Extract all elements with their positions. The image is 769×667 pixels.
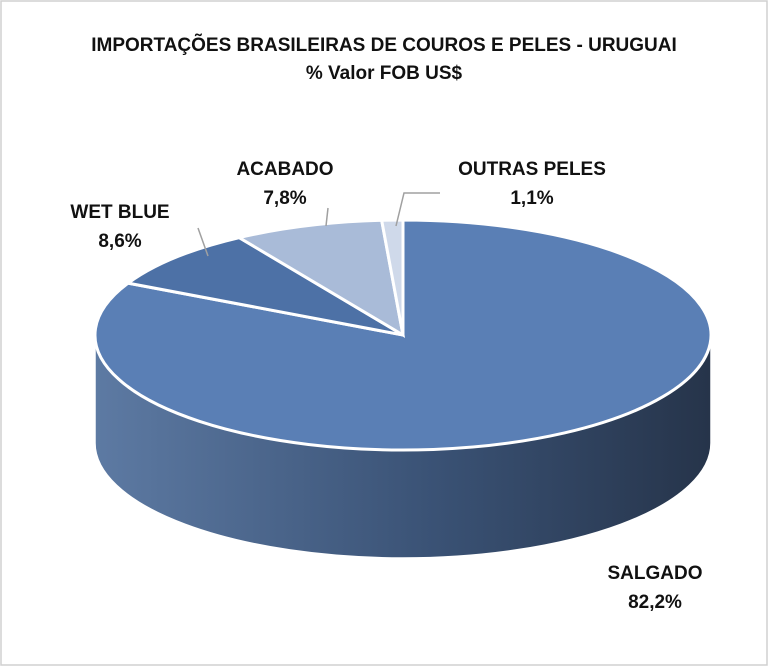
leader-line <box>325 207 329 227</box>
slice-label: SALGADO <box>608 563 703 584</box>
slice-label: WET BLUE <box>70 202 169 223</box>
chart-subtitle: % Valor FOB US$ <box>306 63 463 84</box>
slice-value: 82,2% <box>628 592 682 613</box>
slice-value: 8,6% <box>98 231 141 252</box>
slice <box>379 218 405 336</box>
slice <box>93 218 713 452</box>
pie <box>93 218 713 559</box>
slice-label: ACABADO <box>236 159 333 180</box>
slice-label: OUTRAS PELES <box>458 159 606 180</box>
leader-line <box>197 227 209 257</box>
slice <box>124 236 404 337</box>
slice-value: 1,1% <box>510 188 553 209</box>
slice <box>235 218 406 338</box>
leader-line <box>395 192 440 227</box>
leader-lines <box>197 192 440 257</box>
slice-value: 7,8% <box>263 188 306 209</box>
chart-title: IMPORTAÇÕES BRASILEIRAS DE COUROS E PELE… <box>91 34 677 56</box>
